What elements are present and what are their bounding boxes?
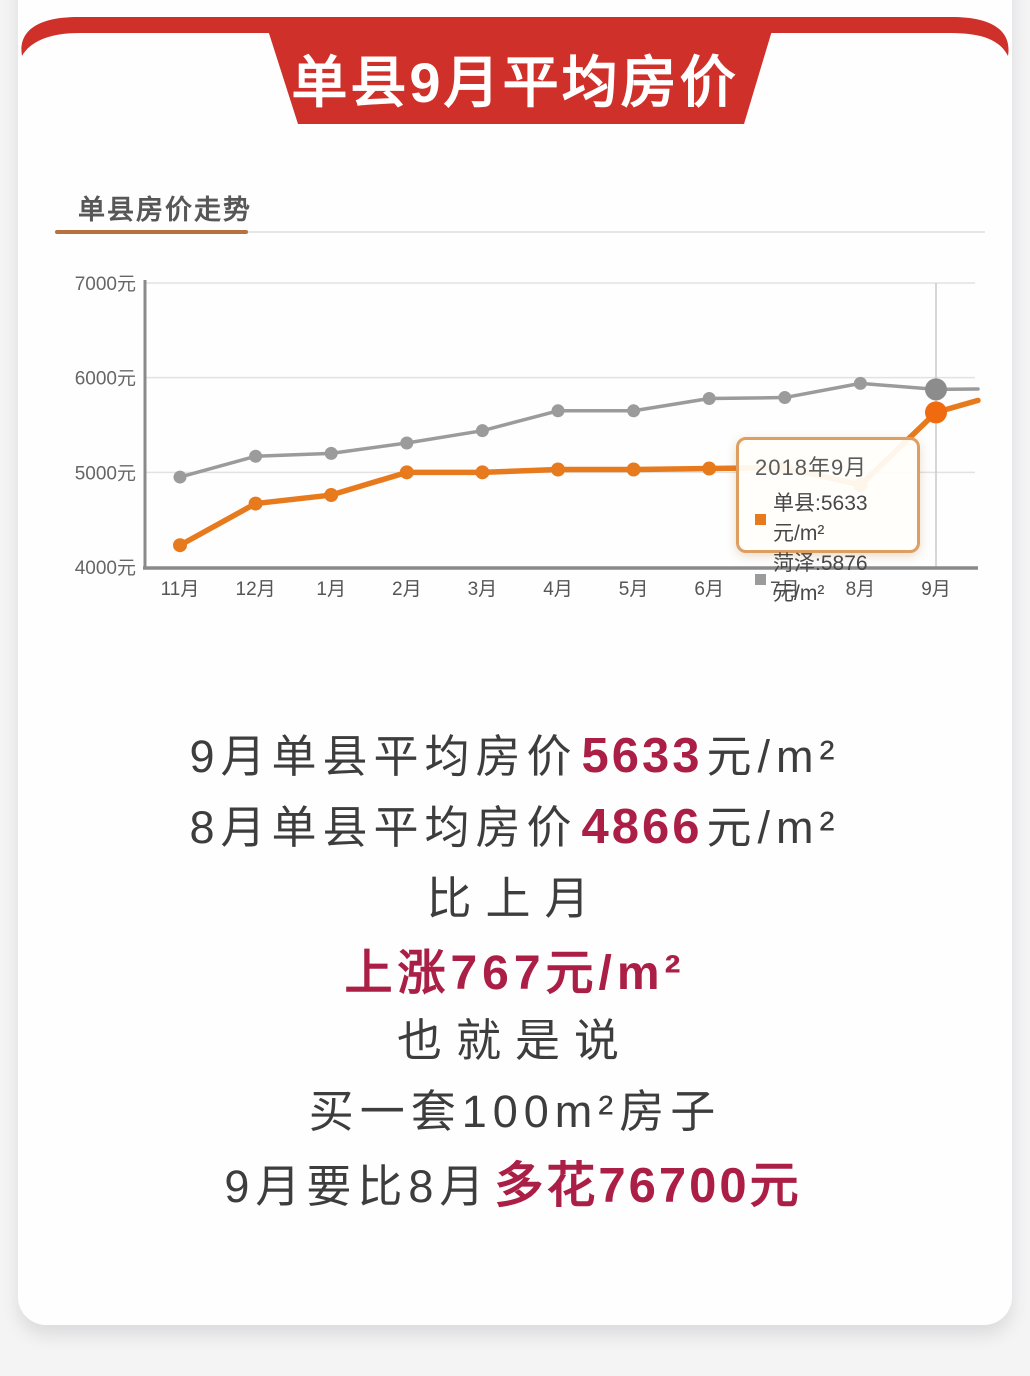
summary-line1-value: 5633 xyxy=(581,729,703,783)
price-trend-chart: 7000元 6000元 5000元 4000元 11月 12月 1月 2月 3月 4月 5月 6月 7月… xyxy=(50,255,990,615)
content-card xyxy=(18,0,1012,1325)
summary-line-sep-price: 9月单县平均房价 5633 元/m² xyxy=(0,720,1030,791)
summary-line7-pre: 9月要比8月 xyxy=(224,1161,491,1212)
data-point-danxian[interactable] xyxy=(173,538,187,553)
data-point-heze[interactable] xyxy=(324,446,338,460)
y-axis-tick-label: 5000元 xyxy=(75,463,136,484)
x-axis-tick-label: 5月 xyxy=(619,579,649,600)
heze-series-swatch-icon xyxy=(755,573,766,585)
x-axis-tick-label: 11月 xyxy=(161,579,200,600)
y-axis-tick-label: 6000元 xyxy=(75,369,136,390)
data-point-heze[interactable] xyxy=(853,376,867,390)
x-axis-tick-label: 7月 xyxy=(770,579,800,600)
data-point-danxian[interactable] xyxy=(324,488,339,503)
summary-text: 9月单县平均房价 5633 元/m² 8月单县平均房价 4866 元/m² 比上月 上涨… xyxy=(0,720,1030,1217)
x-axis-tick-label: 1月 xyxy=(316,579,346,600)
summary-line7-value: 多花76700元 xyxy=(494,1159,802,1213)
data-point-heze[interactable] xyxy=(475,424,489,438)
chart-canvas: 7000元 6000元 5000元 4000元 11月 12月 1月 2月 3月 4月 5月 6月 7月… xyxy=(75,274,981,600)
summary-line-vs-last-month: 比上月 xyxy=(426,873,604,924)
x-axis-tick-label: 6月 xyxy=(694,579,724,600)
data-point-heze[interactable] xyxy=(249,449,263,463)
data-point-danxian[interactable] xyxy=(399,465,414,480)
data-point-heze[interactable] xyxy=(400,436,414,450)
summary-line-aug-price: 8月单县平均房价 4866 元/m² xyxy=(0,791,1030,862)
data-point-heze[interactable] xyxy=(551,404,565,418)
data-point-danxian[interactable] xyxy=(475,465,490,480)
tooltip-heze-value: 菏泽:5876元/m² xyxy=(773,552,868,605)
x-axis-tick-label: 3月 xyxy=(468,579,498,600)
x-axis-tick-label: 8月 xyxy=(846,579,876,600)
tooltip-row-heze: 菏泽:5876元/m² xyxy=(755,549,907,609)
x-axis-tick-label: 12月 xyxy=(236,579,276,600)
series-line-heze xyxy=(178,381,980,479)
data-point-danxian[interactable] xyxy=(702,461,717,476)
summary-line1-pre: 9月单县平均房价 xyxy=(189,731,578,782)
ribbon-center-trapezoid xyxy=(266,24,774,124)
data-point-danxian[interactable] xyxy=(248,496,263,511)
y-axis-tick-label: 7000元 xyxy=(75,274,136,295)
x-axis-tick-label: 9月 xyxy=(921,579,951,600)
title-banner: 单县9月平均房价 xyxy=(0,4,1030,134)
summary-line-buy-house: 买一套100m²房子 xyxy=(308,1086,722,1137)
summary-line-that-is: 也就是说 xyxy=(396,1015,633,1066)
tooltip-date: 2018年9月 xyxy=(755,455,868,480)
data-point-heze[interactable] xyxy=(702,391,716,405)
danxian-series-swatch-icon xyxy=(755,513,766,525)
data-point-heze[interactable] xyxy=(173,470,187,484)
data-point-danxian[interactable] xyxy=(551,462,565,477)
data-point-danxian[interactable] xyxy=(925,401,947,424)
chart-title: 单县房价走势 xyxy=(78,195,252,225)
header-divider xyxy=(248,231,985,233)
summary-line2-value: 4866 xyxy=(581,800,703,854)
summary-line-increase: 上涨767元/m² xyxy=(344,947,686,1000)
x-axis-tick-label: 4月 xyxy=(543,579,573,600)
tooltip-danxian-value: 单县:5633元/m² xyxy=(773,492,868,545)
y-axis-tick-label: 4000元 xyxy=(75,558,136,579)
chart-title-accent-underline xyxy=(55,230,248,234)
data-point-heze[interactable] xyxy=(925,378,947,401)
data-point-heze[interactable] xyxy=(627,404,641,418)
data-point-danxian[interactable] xyxy=(626,462,641,477)
tooltip-row-danxian: 单县:5633元/m² xyxy=(755,489,907,549)
x-axis-tick-label: 2月 xyxy=(392,579,422,600)
summary-line-extra-cost: 9月要比8月 多花76700元 xyxy=(0,1146,1030,1217)
data-point-heze[interactable] xyxy=(778,391,792,405)
summary-line2-pre: 8月单县平均房价 xyxy=(189,802,578,853)
summary-line1-unit: 元/m² xyxy=(706,731,841,782)
chart-tooltip: 2018年9月 单县:5633元/m² 菏泽:5876元/m² xyxy=(736,437,920,605)
ribbon-shape xyxy=(21,17,1009,124)
page-title: 单县9月平均房价 xyxy=(291,51,739,114)
summary-line2-unit: 元/m² xyxy=(706,802,841,853)
